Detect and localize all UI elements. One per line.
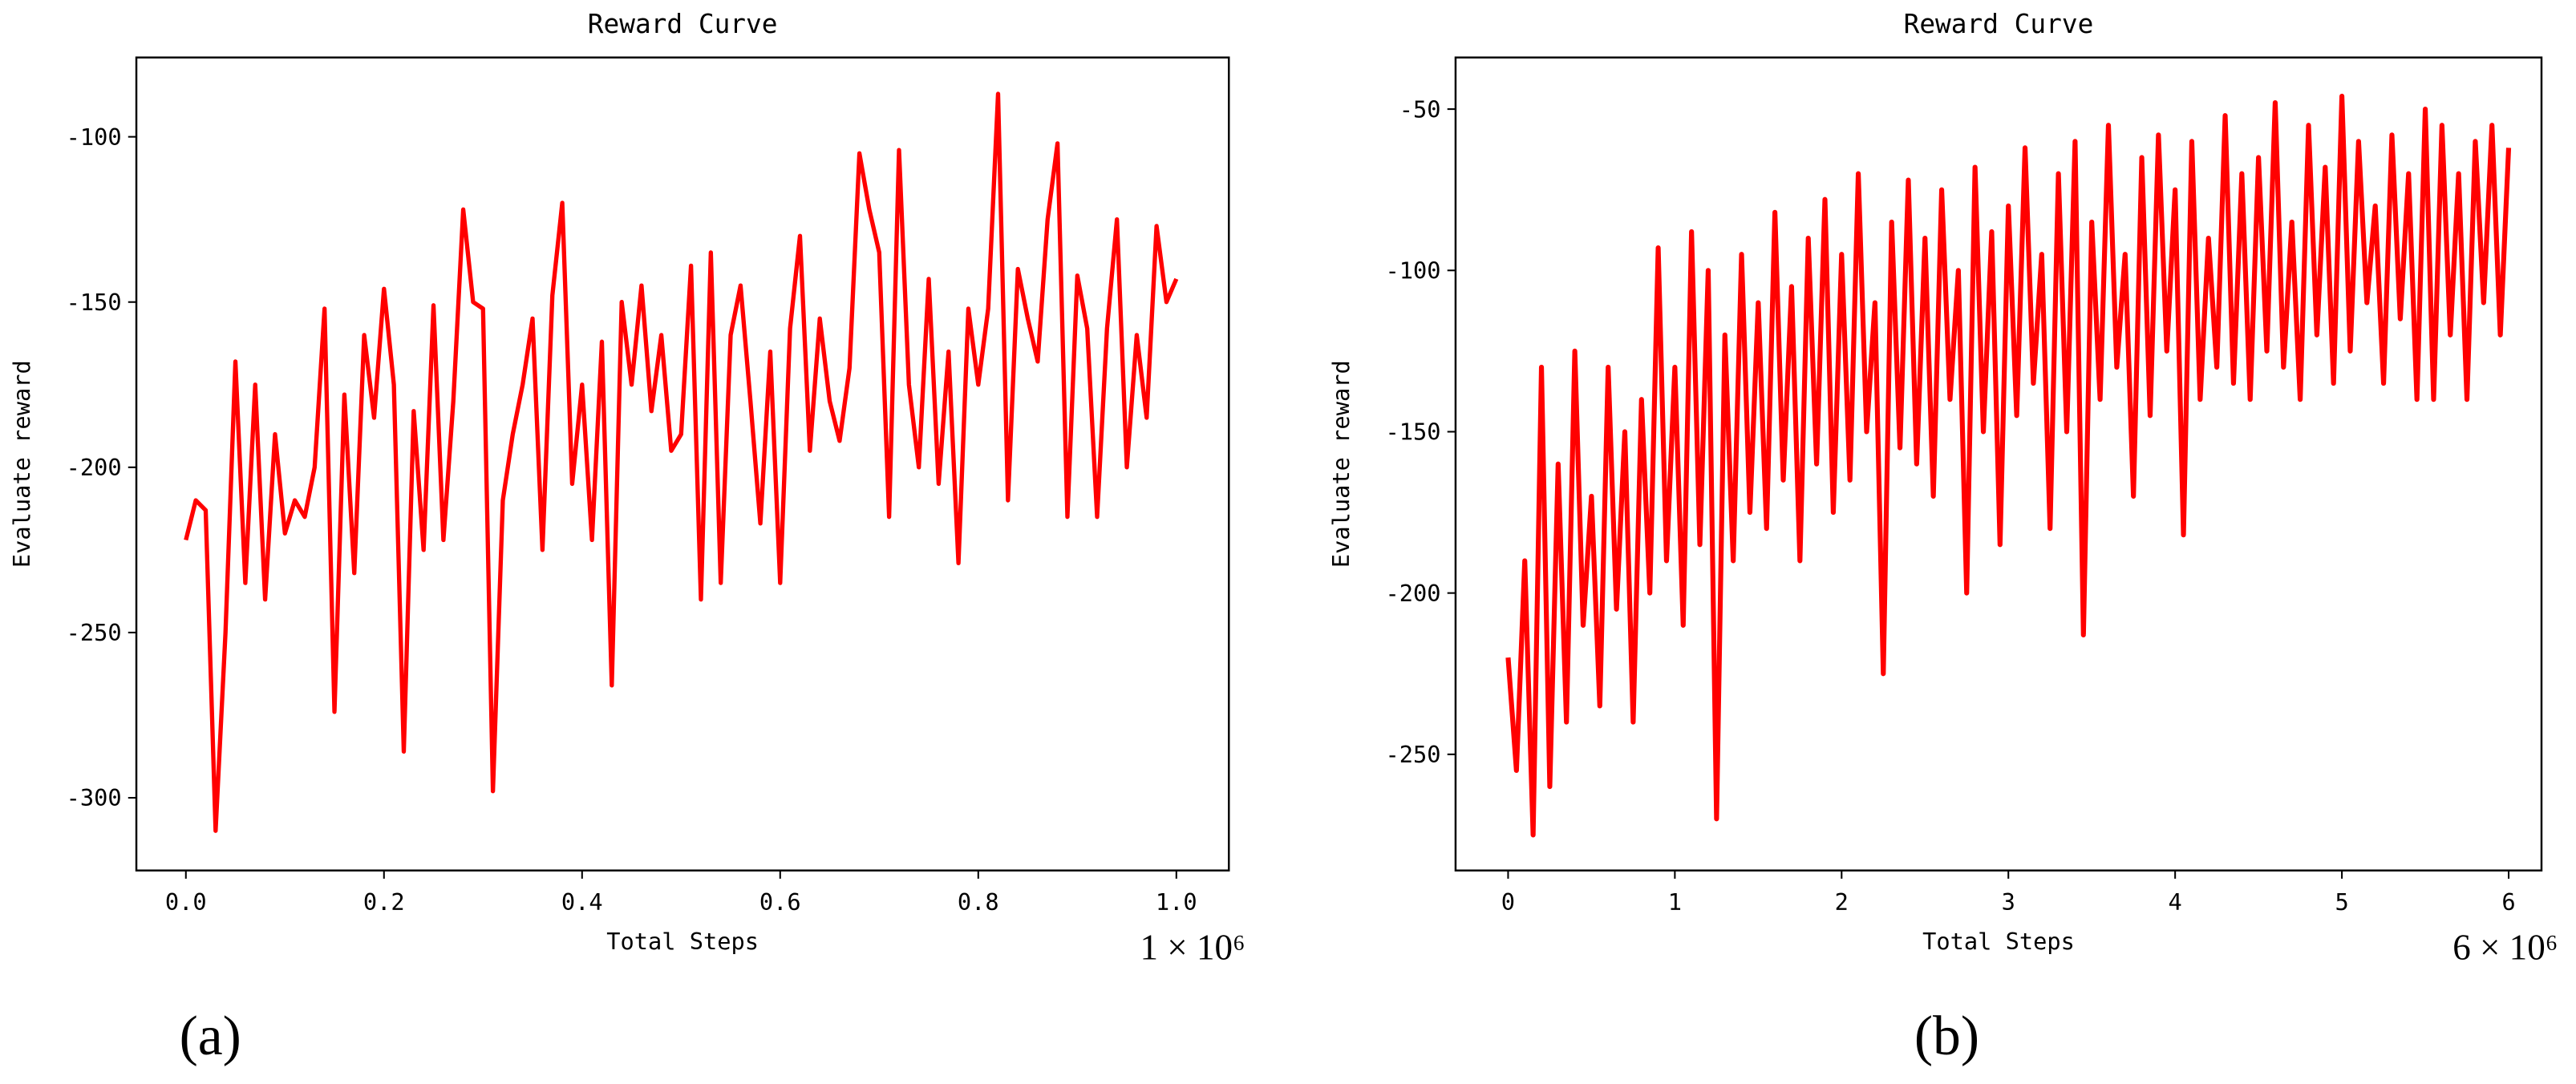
y-tick-label: -300 — [67, 784, 122, 811]
axes-frame — [135, 56, 1230, 872]
y-tick-label: -150 — [1385, 419, 1440, 446]
x-tick-label: 3 — [2002, 888, 2015, 916]
x-tick-label: 2 — [1835, 888, 1849, 916]
panel-label: (a) — [180, 1005, 241, 1067]
x-tick-label: 1 — [1668, 888, 1682, 916]
axes-frame — [1454, 56, 2543, 872]
x-axis-label: Total Steps — [1922, 928, 2075, 955]
y-tick-label: -200 — [67, 454, 122, 481]
x-tick-label: 4 — [2169, 888, 2182, 916]
y-axis-label: Evaluate reward — [1327, 360, 1355, 568]
x-tick-label: 0.4 — [561, 888, 603, 916]
y-tick-label: -150 — [67, 289, 122, 316]
x-tick-label: 6 — [2501, 888, 2515, 916]
y-tick-label: -200 — [1385, 580, 1440, 607]
x-tick-label: 0.0 — [165, 888, 207, 916]
reward-line — [184, 91, 1179, 833]
x-tick-label: 0.6 — [759, 888, 801, 916]
x-tick-label: 1.0 — [1156, 888, 1197, 916]
x-offset-label: 6 × 10⁶ — [2452, 927, 2558, 967]
x-tick-label: 0.8 — [958, 888, 999, 916]
chart-title: Reward Curve — [1904, 9, 2094, 39]
y-axis-label: Evaluate reward — [8, 360, 35, 568]
x-tick-label: 0 — [1501, 888, 1515, 916]
y-tick-label: -50 — [1399, 95, 1441, 123]
chart-title: Reward Curve — [588, 9, 778, 39]
x-offset-label: 1 × 10⁶ — [1140, 927, 1245, 967]
x-tick-label: 0.2 — [363, 888, 405, 916]
y-tick-label: -250 — [1385, 741, 1440, 768]
y-tick-label: -250 — [67, 619, 122, 646]
x-tick-label: 5 — [2335, 888, 2348, 916]
y-tick-label: -100 — [1385, 257, 1440, 285]
reward-line — [1505, 93, 2512, 838]
y-tick-label: -100 — [67, 123, 122, 151]
x-axis-label: Total Steps — [606, 928, 759, 955]
panel-label: (b) — [1914, 1005, 1979, 1067]
